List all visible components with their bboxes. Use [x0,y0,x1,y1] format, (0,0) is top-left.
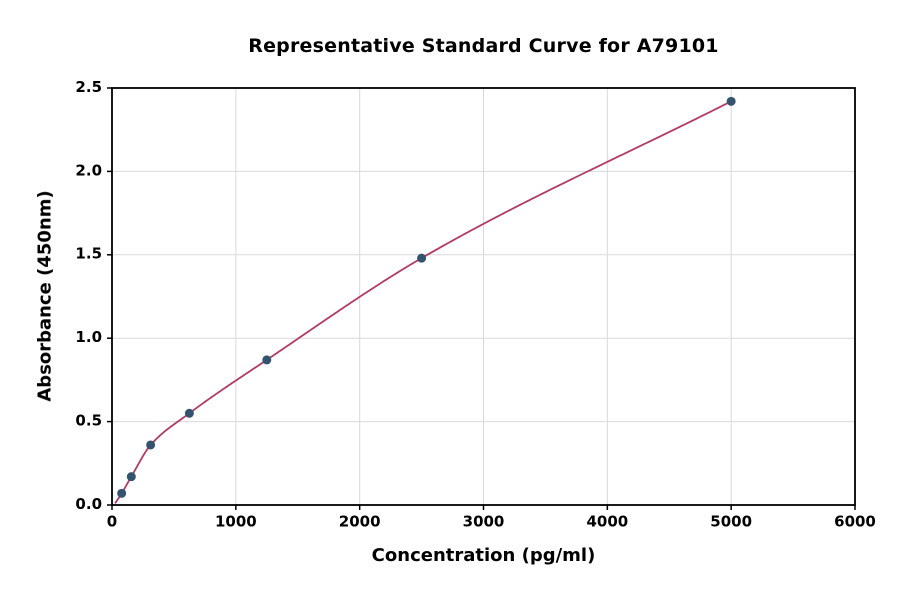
x-axis-label: Concentration (pg/ml) [371,545,596,566]
chart-title: Representative Standard Curve for A79101 [248,35,719,57]
y-axis-label: Absorbance (450nm) [34,190,56,402]
